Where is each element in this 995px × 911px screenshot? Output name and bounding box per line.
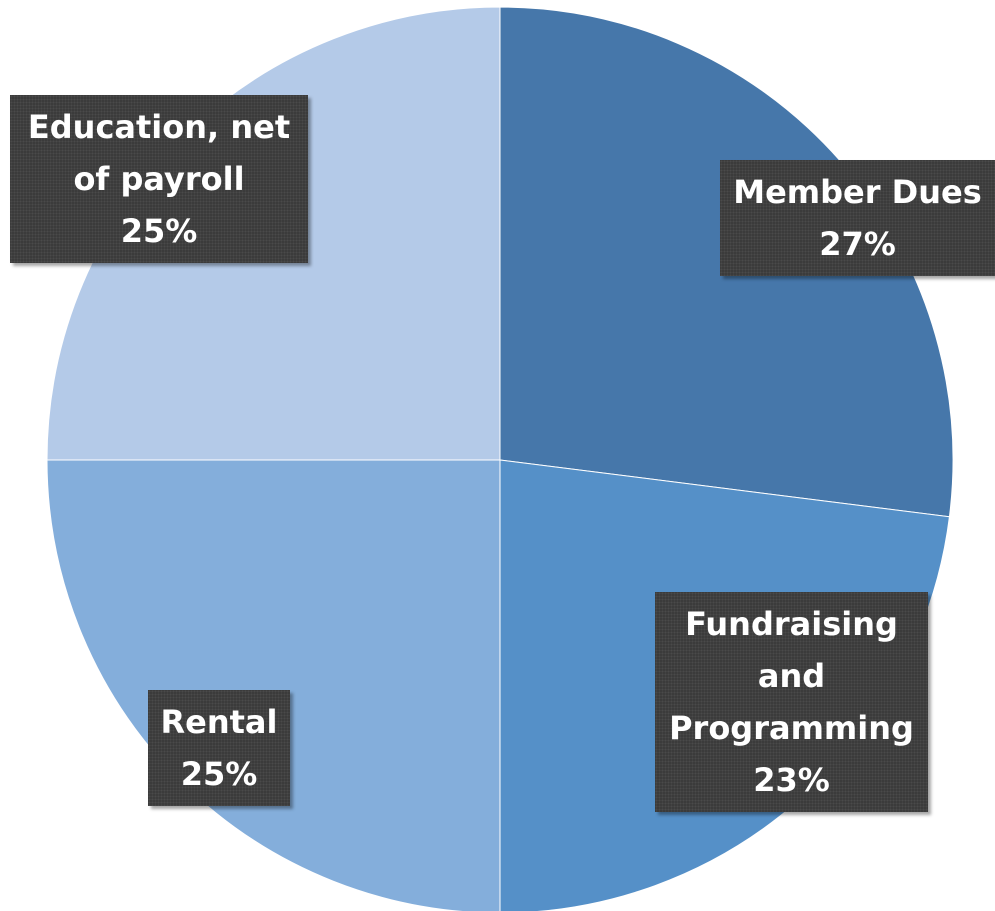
data-label: Education, net of payroll 25% xyxy=(10,95,308,263)
data-label: Rental 25% xyxy=(148,690,290,806)
value-label: 27% xyxy=(819,225,896,263)
value-label: 25% xyxy=(120,212,198,250)
category-label: Fundraising and Programming xyxy=(669,605,914,747)
data-label: Fundraising and Programming 23% xyxy=(655,592,928,812)
pie-slice xyxy=(46,459,501,911)
category-label: Rental xyxy=(160,703,278,741)
value-label: 23% xyxy=(753,761,830,799)
value-label: 25% xyxy=(180,755,258,793)
category-label: Member Dues xyxy=(733,173,982,211)
category-label: Education, net of payroll xyxy=(27,108,291,198)
data-label: Member Dues 27% xyxy=(720,160,995,276)
